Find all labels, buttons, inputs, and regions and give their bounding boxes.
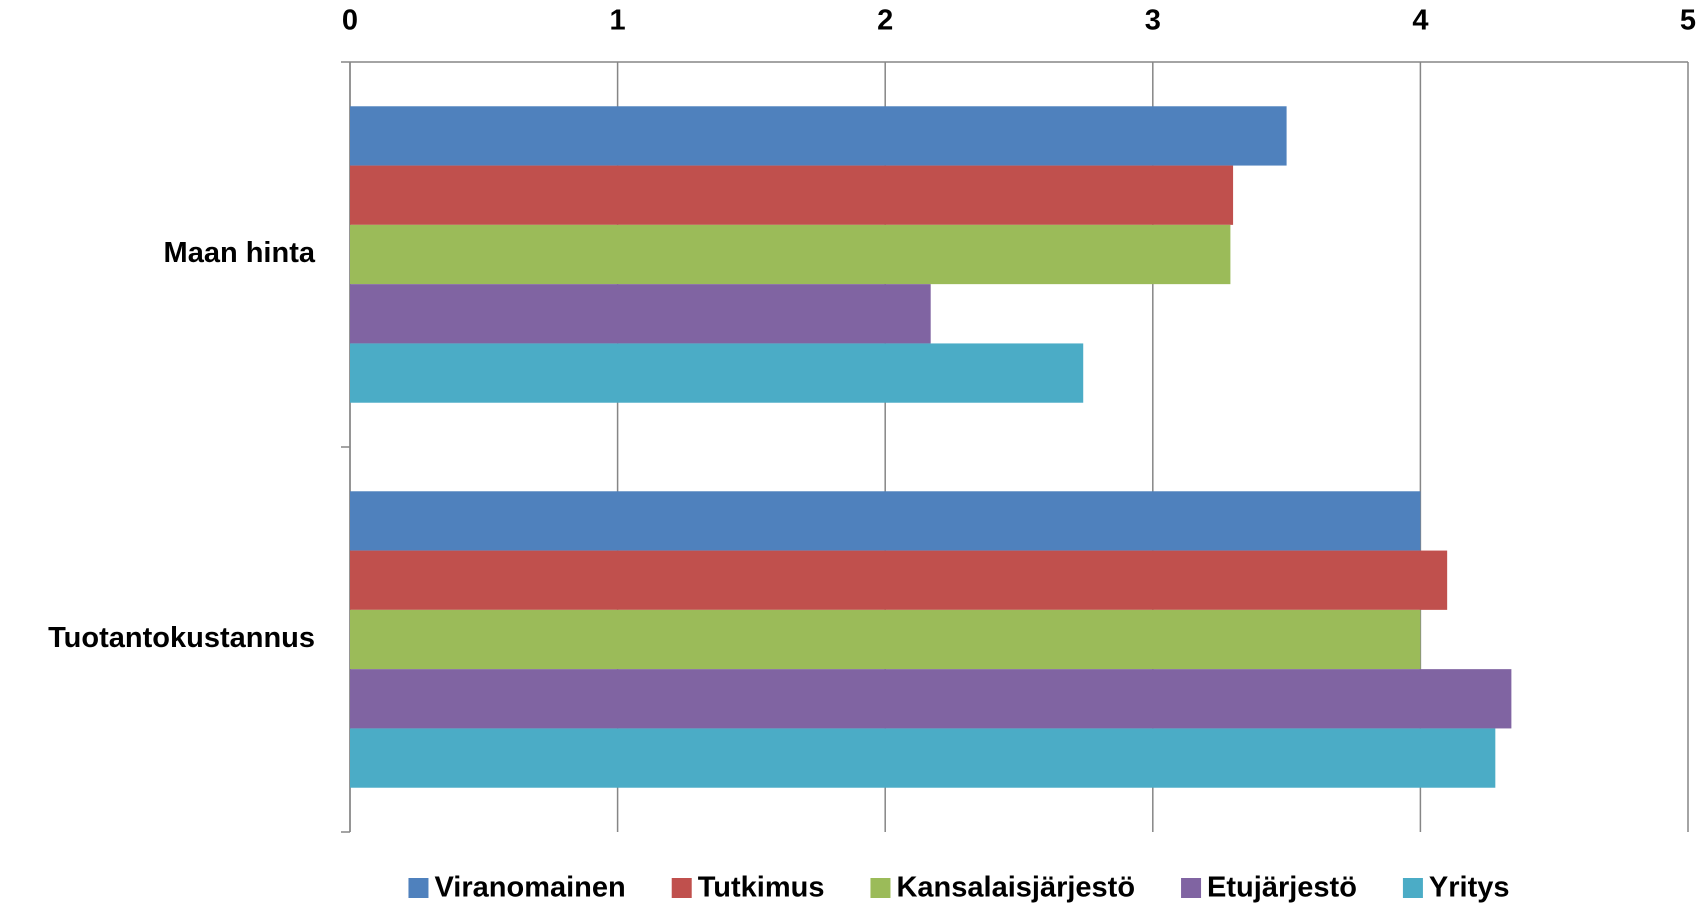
x-tick-label: 1 <box>610 5 626 37</box>
x-tick-label: 4 <box>1412 5 1428 37</box>
legend-label: Kansalaisjärjestö <box>896 872 1135 904</box>
bar <box>350 284 931 344</box>
bar <box>350 343 1084 403</box>
bar <box>350 491 1421 551</box>
legend-swatch <box>671 878 692 898</box>
x-tick-label: 2 <box>877 5 893 37</box>
legend-label: Etujärjestö <box>1207 872 1357 904</box>
legend-swatch <box>1181 878 1202 898</box>
bar <box>350 106 1287 166</box>
bar <box>350 165 1234 225</box>
bar <box>350 550 1448 610</box>
y-tick-label: Maan hinta <box>164 237 316 269</box>
y-tick-label: Tuotantokustannus <box>48 622 315 654</box>
x-tick-label: 5 <box>1680 5 1696 37</box>
bar <box>350 609 1421 670</box>
x-tick-label: 3 <box>1145 5 1161 37</box>
legend-swatch <box>408 878 429 898</box>
bar <box>350 669 1512 729</box>
legend-swatch <box>1402 878 1423 898</box>
legend-label: Yritys <box>1429 872 1510 904</box>
legend-swatch <box>870 878 891 898</box>
legend-label: Tutkimus <box>698 872 825 904</box>
x-tick-label: 0 <box>342 5 358 37</box>
legend-label: Viranomainen <box>434 872 625 904</box>
bar <box>350 728 1496 788</box>
bar <box>350 224 1231 285</box>
